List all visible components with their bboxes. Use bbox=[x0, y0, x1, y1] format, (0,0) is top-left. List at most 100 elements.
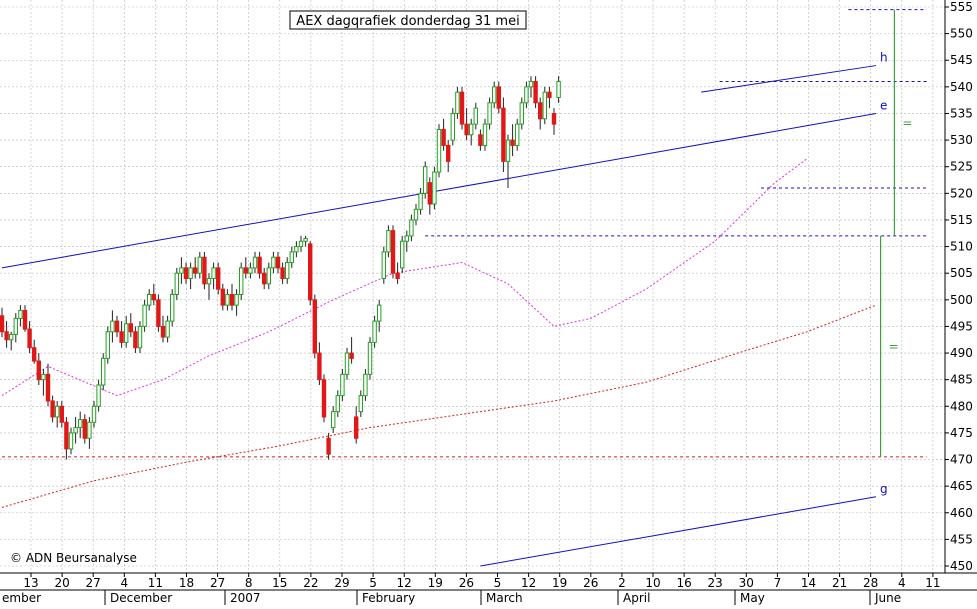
candle-body bbox=[275, 256, 281, 269]
candle-body bbox=[188, 267, 193, 280]
y-tick-label: 480 bbox=[950, 399, 973, 413]
x-tick-label: 22 bbox=[303, 576, 318, 590]
candle-body bbox=[179, 267, 184, 274]
targets-layer: == bbox=[879, 9, 912, 457]
month-label: April bbox=[623, 591, 650, 605]
candle-body bbox=[400, 240, 405, 269]
trendline-label-h: h bbox=[880, 51, 888, 65]
x-tick-label: 19 bbox=[552, 576, 567, 590]
x-tick-label: 13 bbox=[23, 576, 38, 590]
candle-body bbox=[524, 86, 529, 104]
candle-body bbox=[418, 192, 423, 210]
candle-body bbox=[82, 419, 87, 439]
y-tick-label: 545 bbox=[950, 53, 973, 67]
candle-body bbox=[18, 309, 23, 319]
candle-body bbox=[91, 405, 97, 423]
candle-body bbox=[395, 272, 400, 280]
candle-body bbox=[0, 315, 5, 333]
x-tick-label: 4 bbox=[898, 576, 906, 590]
grid-layer bbox=[0, 0, 945, 573]
x-tick-label: 5 bbox=[369, 576, 377, 590]
candle-body bbox=[469, 123, 474, 136]
candle-body bbox=[133, 331, 138, 349]
candle-body bbox=[50, 400, 55, 418]
candle-body bbox=[36, 360, 41, 381]
candle-body bbox=[436, 128, 442, 173]
candle-body bbox=[9, 333, 14, 341]
candle-body bbox=[377, 304, 382, 322]
candle-body bbox=[459, 91, 465, 125]
y-tick-label: 490 bbox=[950, 346, 973, 360]
y-tick-label: 515 bbox=[950, 213, 973, 227]
candle-body bbox=[496, 86, 502, 109]
candle-body bbox=[101, 357, 106, 386]
month-label: June bbox=[874, 591, 901, 605]
candle-body bbox=[183, 267, 189, 280]
candle-body bbox=[234, 293, 239, 306]
y-tick-label: 495 bbox=[950, 319, 973, 333]
candle-body bbox=[252, 256, 258, 269]
candle-body bbox=[105, 331, 110, 359]
candle-body bbox=[4, 331, 9, 341]
candle-body bbox=[280, 267, 285, 280]
candle-body bbox=[473, 107, 479, 125]
candle-body bbox=[119, 331, 124, 343]
candle-body bbox=[294, 246, 299, 253]
candle-body bbox=[216, 267, 221, 290]
candle-body bbox=[285, 262, 290, 280]
candle-body bbox=[45, 373, 51, 402]
x-tick-label: 12 bbox=[521, 576, 536, 590]
candle-body bbox=[427, 182, 433, 205]
candle-body bbox=[450, 112, 456, 141]
x-tick-label: 21 bbox=[832, 576, 847, 590]
y-tick-label: 470 bbox=[950, 453, 973, 467]
month-label: February bbox=[362, 591, 415, 605]
candle-body bbox=[404, 235, 410, 242]
candle-body bbox=[432, 171, 437, 205]
candle-body bbox=[41, 373, 46, 381]
x-tick-label: 27 bbox=[210, 576, 225, 590]
y-tick-label: 535 bbox=[950, 106, 973, 120]
candle-body bbox=[519, 102, 524, 125]
candle-body bbox=[390, 230, 396, 274]
y-tick-label: 500 bbox=[950, 293, 973, 307]
candle-body bbox=[211, 267, 216, 280]
y-tick-label: 510 bbox=[950, 240, 973, 254]
trendline-e bbox=[1, 112, 877, 269]
candle-body bbox=[533, 81, 538, 104]
candle-body bbox=[482, 123, 488, 146]
candle-body bbox=[335, 395, 341, 413]
candle-body bbox=[262, 272, 267, 285]
y-tick-label: 540 bbox=[950, 80, 973, 94]
candle-body bbox=[239, 267, 244, 295]
candle-body bbox=[487, 102, 492, 125]
x-tick-label: 26 bbox=[583, 576, 598, 590]
y-tick-label: 525 bbox=[950, 160, 973, 174]
y-tick-label: 465 bbox=[950, 479, 973, 493]
y-tick-label: 555 bbox=[950, 0, 973, 14]
candle-body bbox=[32, 347, 37, 362]
candle-body bbox=[367, 341, 373, 375]
candle-body bbox=[354, 416, 359, 439]
candle-body bbox=[156, 299, 161, 327]
trendlines-layer: h e g bbox=[1, 51, 888, 567]
x-tick-label: 11 bbox=[148, 576, 163, 590]
x-tick-label: 12 bbox=[397, 576, 412, 590]
candle-body bbox=[501, 107, 506, 162]
title-box bbox=[289, 10, 527, 30]
trendline-label-e: e bbox=[880, 98, 887, 112]
candle-body bbox=[547, 91, 552, 99]
candle-body bbox=[197, 256, 203, 274]
candle-body bbox=[326, 437, 331, 455]
x-tick-label: 4 bbox=[120, 576, 128, 590]
candle-body bbox=[225, 293, 230, 306]
ma-long-line bbox=[1, 304, 877, 508]
candle-body bbox=[303, 238, 308, 242]
candle-body bbox=[22, 309, 28, 330]
candle-body bbox=[381, 251, 387, 280]
x-tick-label: 19 bbox=[428, 576, 443, 590]
candle-body bbox=[542, 91, 547, 120]
